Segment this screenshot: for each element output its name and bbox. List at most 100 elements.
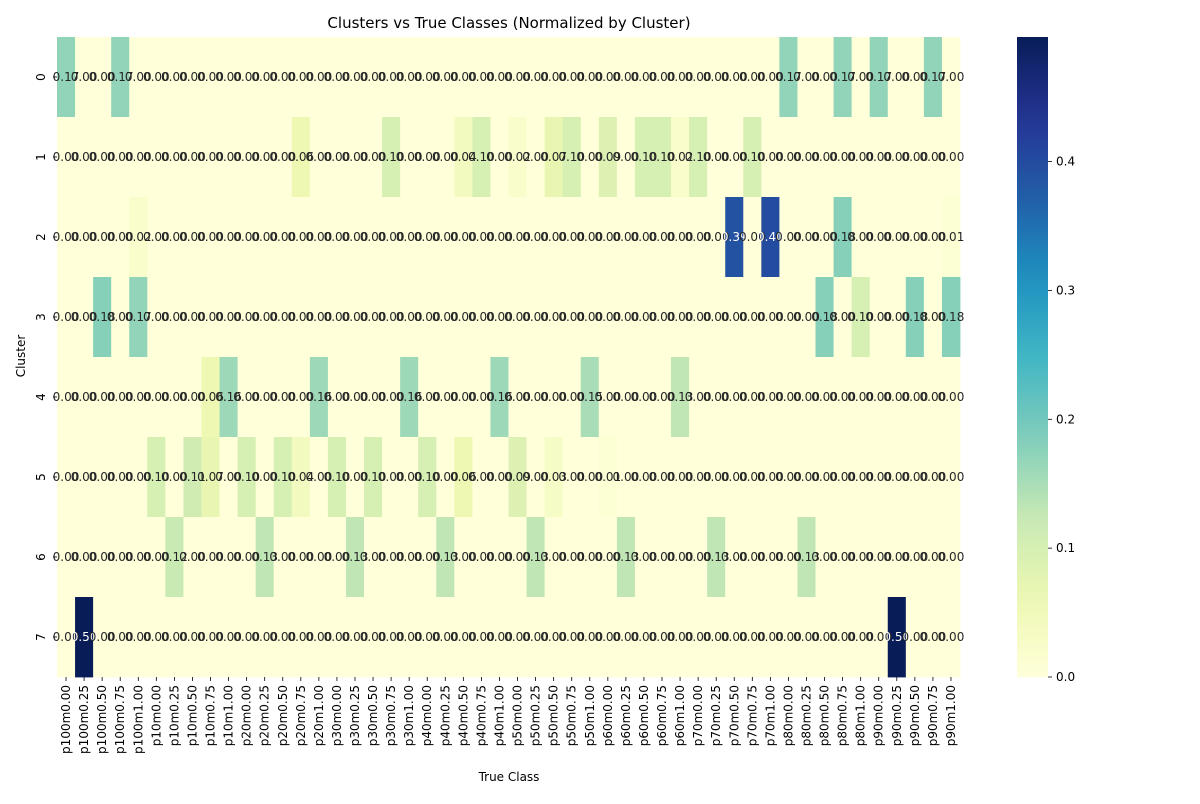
cell-annotation: 0.00: [883, 470, 910, 484]
heatmap-cell-r7-p70m0.75: [743, 597, 762, 678]
y-tick-label: 2: [34, 233, 48, 241]
cell-annotation: 0.00: [558, 230, 585, 244]
cell-annotation: 0.00: [504, 310, 531, 324]
x-tick-label: p50m1.00: [583, 685, 597, 746]
cell-annotation: 0.00: [721, 470, 748, 484]
heatmap-cell-r0-p100m0.25: [75, 37, 94, 118]
heatmap-cell-r2-p90m0.50: [905, 197, 925, 278]
cell-annotation: 0.00: [631, 230, 658, 244]
cell-annotation: 0.04: [450, 150, 477, 164]
cell-annotations: 0.170.000.000.170.000.000.000.000.000.00…: [53, 70, 965, 644]
heatmap-cell-r4-p100m1.00: [129, 357, 148, 438]
heatmap-cell-r1-p30m0.50: [364, 117, 383, 198]
heatmap-cell-r7-p20m0.75: [291, 597, 311, 678]
cell-annotation: 0.00: [360, 550, 387, 564]
heatmap-cell-r7-p100m0.25: [75, 597, 94, 678]
heatmap-cell-r6-p10m0.25: [165, 517, 184, 598]
cell-annotation: 0.50: [883, 630, 910, 644]
heatmap-cell-r5-p80m1.00: [851, 437, 871, 518]
cell-annotation: 0.00: [233, 630, 260, 644]
heatmap-cell-r3-p20m0.75: [291, 277, 311, 358]
cell-annotation: 0.00: [721, 390, 748, 404]
heatmap-cell-r7-p20m1.00: [309, 597, 329, 678]
heatmap-cell-r4-p100m0.25: [75, 357, 94, 438]
heatmap-cell-r4-p10m0.25: [165, 357, 184, 438]
cell-annotation: 0.00: [143, 550, 170, 564]
cell-annotation: 0.00: [739, 70, 766, 84]
cell-annotation: 0.00: [613, 150, 640, 164]
cell-annotation: 0.00: [883, 230, 910, 244]
cell-annotation: 0.00: [703, 470, 730, 484]
heatmap-cell-r7-p30m0.25: [345, 597, 365, 678]
cell-annotation: 0.00: [594, 550, 621, 564]
heatmap-cell-r1-p50m0.75: [562, 117, 582, 198]
cell-annotation: 0.00: [504, 630, 531, 644]
heatmap-cell-r0-p70m0.50: [725, 37, 744, 118]
heatmap-cell-r3-p100m0.00: [57, 277, 76, 358]
cell-annotation: 0.00: [197, 310, 224, 324]
cell-annotation: 0.00: [613, 230, 640, 244]
heatmap-cell-r4-p90m0.25: [887, 357, 907, 438]
heatmap-cell-r7-p40m0.50: [454, 597, 473, 678]
cell-annotation: 0.06: [197, 390, 224, 404]
cell-annotation: 0.00: [378, 310, 405, 324]
cell-annotation: 0.00: [179, 390, 206, 404]
heatmap-cell-r2-p30m1.00: [400, 197, 419, 278]
heatmap-cell-r5-p40m0.00: [418, 437, 437, 518]
cell-annotation: 0.00: [757, 550, 784, 564]
heatmap-cell-r6-p20m0.25: [255, 517, 275, 598]
cell-annotation: 0.00: [89, 390, 116, 404]
heatmap-cell-r0-p20m1.00: [309, 37, 329, 118]
cell-annotation: 0.00: [667, 70, 694, 84]
cell-annotation: 0.00: [342, 390, 369, 404]
x-tick-label: p100m0.25: [77, 685, 91, 754]
heatmap-cell-r6-p80m0.25: [797, 517, 816, 598]
heatmap-cell-r2-p50m0.25: [526, 197, 546, 278]
heatmap-cell-r1-p20m0.00: [237, 117, 257, 198]
cell-annotation: 0.00: [215, 70, 242, 84]
heatmap-cell-r0-p80m0.50: [815, 37, 834, 118]
cell-annotation: 0.00: [107, 390, 134, 404]
cell-annotation: 0.00: [757, 310, 784, 324]
cell-annotation: 0.00: [432, 230, 459, 244]
cell-annotation: 0.02: [125, 230, 152, 244]
cell-annotation: 0.00: [269, 390, 296, 404]
cell-annotation: 0.07: [540, 150, 567, 164]
heatmap-cell-r6-p70m0.00: [689, 517, 708, 598]
cell-annotation: 0.00: [793, 390, 820, 404]
heatmap-cell-r0-p60m0.00: [598, 37, 618, 118]
heatmap-cell-r4-p10m1.00: [219, 357, 238, 438]
heatmap-cell-r5-p80m0.00: [779, 437, 798, 518]
heatmap-cell-r4-p10m0.00: [147, 357, 166, 438]
x-axis: p100m0.00 p100m0.25 p100m0.50 p100m0.75 p100…: [59, 677, 958, 754]
heatmap-cell-r0-p30m1.00: [400, 37, 419, 118]
heatmap-cell-r2-p30m0.75: [382, 197, 401, 278]
heatmap-cell-r6-p60m0.25: [616, 517, 636, 598]
cell-annotation: 0.00: [938, 630, 965, 644]
heatmap-cell-r7-p70m0.00: [689, 597, 708, 678]
cell-annotation: 0.18: [938, 310, 965, 324]
heatmap-cell-r7-p60m0.75: [652, 597, 672, 678]
cell-annotation: 0.00: [215, 550, 242, 564]
cell-annotation: 0.00: [649, 470, 676, 484]
heatmap-cell-r0-p70m1.00: [761, 37, 780, 118]
cell-annotation: 0.13: [613, 550, 640, 564]
cell-annotation: 0.16: [396, 390, 423, 404]
heatmap-cell-r2-p70m0.00: [689, 197, 708, 278]
heatmap-cell-r1-p100m0.75: [111, 117, 130, 198]
heatmap-cell-r4-p40m0.75: [472, 357, 491, 438]
cell-annotation: 0.00: [775, 470, 802, 484]
x-tick-label: p80m1.00: [854, 685, 868, 746]
cell-annotation: 0.00: [287, 70, 314, 84]
cell-annotation: 0.13: [251, 550, 278, 564]
cell-annotation: 0.00: [161, 310, 188, 324]
heatmap-cell-r7-p90m0.50: [905, 597, 925, 678]
heatmap-cell-r6-p60m0.75: [652, 517, 672, 598]
cell-annotation: 0.00: [811, 150, 838, 164]
heatmap-cell-r3-p10m0.00: [147, 277, 166, 358]
cell-annotation: 0.00: [324, 390, 351, 404]
cell-annotation: 0.00: [161, 390, 188, 404]
cell-annotation: 0.00: [901, 150, 928, 164]
